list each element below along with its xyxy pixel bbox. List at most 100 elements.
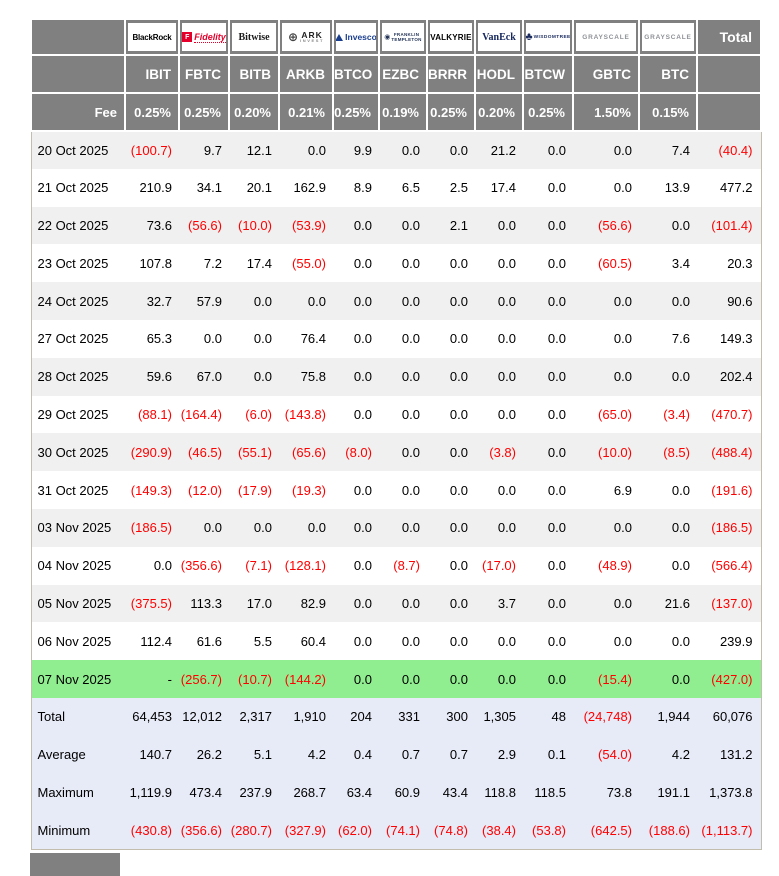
flow-value-cell: 0.0 [353, 369, 372, 385]
invesco-logo: Invesco [336, 23, 376, 51]
flow-value-cell: 0.0 [401, 444, 420, 460]
flow-value-cell: 0.0 [671, 293, 690, 309]
wisdomtree-logo-text: WISDOMTREE [533, 34, 570, 40]
flow-value-cell: (149.3) [130, 482, 172, 498]
flow-value-cell: 0.0 [401, 633, 420, 649]
flow-value-cell: 0.0 [547, 671, 566, 687]
flow-value-cell: 0.0 [401, 217, 420, 233]
flow-value-cell: 1,910 [293, 709, 326, 725]
flow-value-cell: 0.0 [449, 595, 468, 611]
flow-value-cell: (430.8) [130, 823, 172, 839]
flow-value-cell: 60.4 [300, 633, 326, 649]
flow-value-cell: 0.0 [497, 369, 516, 385]
flow-value-cell: (7.1) [245, 558, 272, 574]
flow-value-cell: 0.0 [353, 595, 372, 611]
daily-flow-row-label: 31 Oct 2025 [37, 482, 109, 498]
daily-flow-row: 05 Nov 2025 (375.5) 113.3 17.0 82.9 0.0 0.0 0.0… [31, 584, 761, 623]
flow-value-cell: 12,012 [182, 709, 222, 725]
flow-value-cell: 0.0 [449, 331, 468, 347]
flow-value-cell: 13.9 [664, 180, 690, 196]
flow-value-cell: 4.2 [671, 747, 690, 763]
flow-value-cell: 0.0 [497, 255, 516, 271]
flow-value-cell: 268.7 [293, 785, 326, 801]
daily-flow-row-total: (186.5) [711, 520, 753, 536]
summary-row: Maximum 1,119.9 473.4 237.9 268.7 63.4 60.9 43.… [31, 773, 761, 812]
flow-value-cell: 0.0 [613, 633, 632, 649]
flow-value-cell: 82.9 [300, 595, 326, 611]
flow-value-cell: 0.0 [353, 558, 372, 574]
flow-value-cell: (100.7) [130, 142, 172, 158]
flow-value-cell: 0.0 [353, 671, 372, 687]
flow-value-cell: (186.5) [130, 520, 172, 536]
flow-value-cell: 0.0 [253, 369, 272, 385]
flow-value-cell: 43.4 [442, 785, 468, 801]
flow-value-cell: 9.9 [353, 142, 372, 158]
daily-flow-row-label: 04 Nov 2025 [37, 558, 112, 574]
franklin-templeton-logo: ◉ FRANKLIN TEMPLETON [382, 23, 424, 51]
flow-value-cell: 0.0 [671, 217, 690, 233]
fee-btc: 0.15% [638, 92, 698, 132]
ark-circle-icon: ⊕ [287, 30, 298, 44]
valkyrie-logo-text: VALKYRIE [430, 32, 472, 42]
flow-value-cell: 0.7 [449, 747, 468, 763]
flow-value-cell: 0.0 [497, 633, 516, 649]
flow-value-cell: 0.0 [401, 293, 420, 309]
flow-value-cell: 57.9 [196, 293, 222, 309]
flow-value-cell: 0.0 [307, 142, 326, 158]
flow-value-cell: 17.0 [246, 595, 272, 611]
flow-value-cell: 300 [446, 709, 468, 725]
summary-row-label: Minimum [37, 823, 91, 839]
ticker-btc: BTC [638, 54, 698, 94]
flow-value-cell: 0.0 [401, 595, 420, 611]
daily-flow-row-total: (137.0) [711, 595, 753, 611]
grayscale-gbtc-logo: GRAYSCALE [576, 23, 636, 51]
daily-flow-row-total: (40.4) [718, 142, 753, 158]
flow-value-cell: 0.0 [547, 595, 566, 611]
flow-value-cell: 0.0 [547, 633, 566, 649]
daily-flow-row: 04 Nov 2025 0.0 (356.6) (7.1) (128.1) 0.0 (8.7… [31, 546, 761, 585]
fee-ezbc: 0.19% [378, 92, 428, 132]
flow-value-cell: (3.4) [663, 406, 690, 422]
flow-value-cell: 0.0 [449, 558, 468, 574]
blackrock-logo: BlackRock [128, 23, 176, 51]
daily-flow-row: 31 Oct 2025 (149.3) (12.0) (17.9) (19.3) 0.0 0… [31, 471, 761, 509]
flow-value-cell: (8.5) [663, 444, 690, 460]
flow-value-cell: (53.8) [532, 823, 566, 839]
grayscale-logo-text: GRAYSCALE [644, 33, 692, 41]
flow-value-cell: 0.0 [497, 520, 516, 536]
ticker-gbtc: GBTC [572, 54, 640, 94]
flow-value-cell: 0.0 [401, 520, 420, 536]
fee-fbtc: 0.25% [178, 92, 230, 132]
flow-value-cell: 107.8 [139, 255, 172, 271]
ticker-total-spacer [696, 54, 762, 94]
flow-value-cell: 2.1 [449, 217, 468, 233]
flow-value-cell: (327.9) [284, 823, 326, 839]
flow-value-cell: 0.0 [449, 444, 468, 460]
flow-value-cell: (55.0) [292, 255, 326, 271]
flow-value-cell: 0.0 [547, 406, 566, 422]
flow-value-cell: (88.1) [138, 406, 172, 422]
flow-value-cell: 59.6 [146, 369, 172, 385]
daily-flow-row-total: (427.0) [711, 671, 753, 687]
flow-value-cell: 0.0 [613, 595, 632, 611]
invesco-logo-text: Invesco [345, 32, 376, 42]
flow-value-cell: 0.4 [353, 747, 372, 763]
flow-value-cell: 0.0 [253, 520, 272, 536]
fee-bitb: 0.20% [228, 92, 280, 132]
flow-value-cell: 0.0 [547, 520, 566, 536]
flow-value-cell: 0.0 [613, 331, 632, 347]
daily-flow-row-label: 05 Nov 2025 [37, 595, 112, 611]
flow-value-cell: (642.5) [590, 823, 632, 839]
grayscale-btc-logo: GRAYSCALE [642, 23, 694, 51]
flow-value-cell: 113.3 [190, 595, 222, 611]
flow-value-cell: 0.0 [671, 520, 690, 536]
bitwise-logo: Bitwise [232, 23, 276, 51]
ticker-hodl: HODL [474, 54, 524, 94]
flow-value-cell: 0.0 [449, 671, 468, 687]
flow-value-cell: 34.1 [196, 180, 222, 196]
flow-value-cell: 0.0 [353, 255, 372, 271]
flow-value-cell: (54.0) [598, 747, 632, 763]
flow-value-cell: 0.0 [547, 142, 566, 158]
daily-flow-row-total: (470.7) [711, 406, 753, 422]
daily-flow-row-label: 20 Oct 2025 [37, 142, 109, 158]
